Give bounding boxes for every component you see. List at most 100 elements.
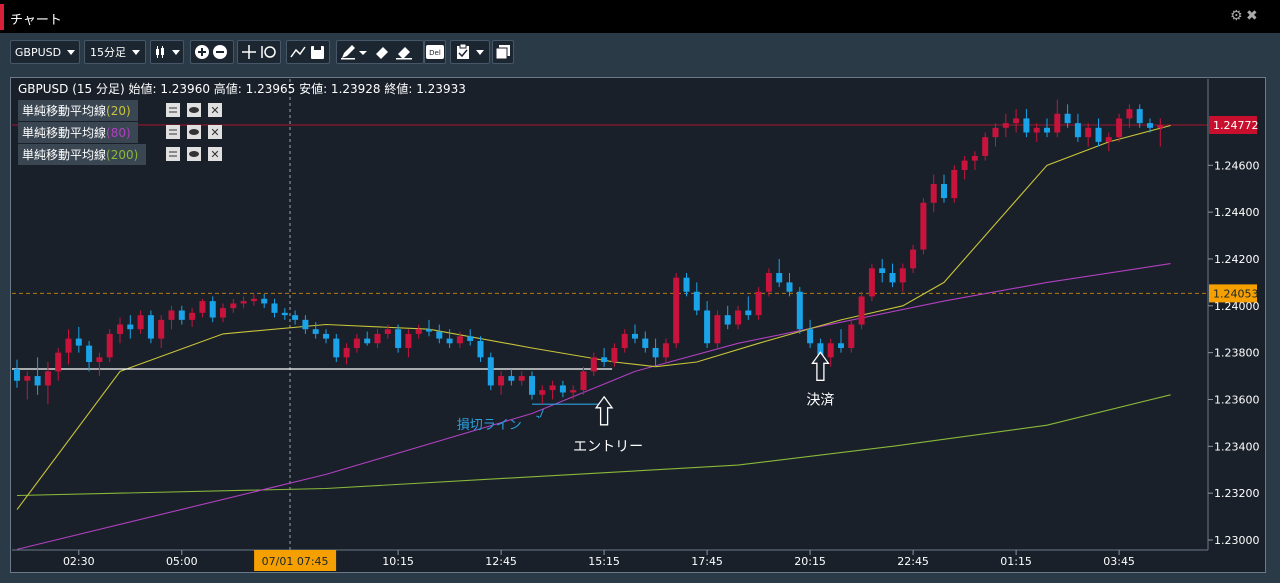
candle-body [117, 324, 123, 334]
candle-body [24, 376, 31, 381]
candle-body [1044, 127, 1050, 133]
close-icon[interactable] [208, 147, 222, 161]
candle [189, 308, 196, 327]
clipboard-button[interactable] [450, 40, 490, 64]
candle [518, 371, 525, 386]
price-badge [1209, 284, 1257, 303]
candle [240, 296, 247, 309]
close-icon[interactable]: ✖ [1246, 8, 1258, 24]
candle-body [662, 343, 669, 358]
candle-body [230, 303, 237, 309]
candle [147, 310, 154, 344]
zoom-out-icon[interactable] [213, 45, 227, 59]
candle [982, 132, 989, 161]
eraser-icon[interactable] [376, 47, 388, 59]
candle-body [498, 376, 505, 386]
candle [86, 340, 93, 372]
candle [1002, 113, 1009, 138]
candle-body [127, 324, 134, 330]
svg-text:Del: Del [429, 49, 441, 57]
symbol-select[interactable]: GBPUSD [10, 40, 80, 64]
candle [1126, 104, 1133, 128]
candle-body [632, 333, 638, 339]
candle [786, 273, 793, 297]
candle [652, 338, 659, 367]
candle [508, 369, 515, 386]
candle [106, 329, 113, 363]
candle [1013, 109, 1020, 133]
settings-icon[interactable] [166, 125, 180, 139]
annotation-label: 決済 [806, 392, 834, 408]
candle-body [446, 338, 453, 344]
candle [168, 305, 175, 330]
candle-body [323, 333, 329, 339]
close-icon[interactable] [208, 103, 222, 117]
svg-text:✕: ✕ [210, 104, 219, 117]
indicator-legend: 単純移動平均線(20) ✕ 単純移動平均線(80) ✕ 単純移動平均線(200)… [18, 100, 222, 165]
candle [529, 371, 535, 400]
candle-body [271, 303, 278, 313]
candle [1064, 104, 1071, 128]
candle [1136, 104, 1143, 128]
settings-icon[interactable] [166, 147, 180, 161]
reset-icon[interactable] [261, 46, 276, 58]
candle-body [559, 385, 566, 393]
candle [920, 198, 927, 255]
window-button[interactable] [492, 40, 514, 64]
candle [333, 333, 340, 363]
y-tick-label: 1.24000 [1214, 300, 1260, 313]
eraser-all-icon[interactable] [396, 47, 412, 60]
candle-body [374, 333, 381, 344]
candle-body [735, 310, 741, 325]
copy-window-icon [496, 45, 510, 59]
annotation-connector [536, 409, 544, 419]
x-tick-label: 20:15 [794, 555, 826, 568]
candle-body [817, 343, 824, 358]
candle [302, 315, 309, 334]
candle-body [1033, 127, 1040, 133]
chart-type-button[interactable] [150, 40, 184, 64]
candle [1054, 99, 1061, 138]
candle [971, 151, 978, 170]
candle [1105, 132, 1112, 152]
candle [436, 324, 443, 344]
delete-button[interactable]: Del [424, 40, 446, 64]
candle-body [868, 268, 875, 297]
close-icon[interactable] [208, 125, 222, 139]
candle-body [838, 343, 844, 348]
candle-body [199, 301, 206, 313]
candle [858, 291, 865, 330]
settings-icon[interactable] [166, 103, 180, 117]
candle-body [1064, 113, 1071, 124]
candle-body [704, 310, 711, 344]
candle [611, 343, 618, 367]
candle [673, 273, 680, 348]
candle [271, 298, 278, 318]
candle-body [570, 390, 577, 393]
pen-group [336, 40, 424, 64]
pen-icon[interactable] [341, 45, 355, 60]
timeframe-select[interactable]: 15分足 [84, 40, 146, 64]
zoom-in-icon[interactable] [195, 45, 209, 59]
candle-body [189, 312, 196, 320]
candle [343, 343, 350, 365]
candle-body [724, 315, 731, 325]
candle-body [281, 312, 288, 316]
indicator-period: (20) [106, 104, 131, 118]
candle [487, 352, 494, 391]
candle-body [395, 329, 402, 348]
gear-icon[interactable]: ⚙ [1230, 8, 1243, 24]
candle [1033, 123, 1040, 142]
candle [55, 347, 62, 381]
candle [796, 287, 803, 334]
indicator-sma200: 単純移動平均線(200) ✕ [18, 144, 222, 165]
move-icon[interactable] [242, 45, 256, 59]
y-tick-label: 1.24200 [1214, 253, 1260, 266]
save-icon[interactable] [311, 46, 324, 59]
candle [426, 319, 432, 337]
candle [621, 329, 628, 353]
trendline-icon[interactable] [290, 46, 306, 58]
candle-body [765, 273, 772, 292]
